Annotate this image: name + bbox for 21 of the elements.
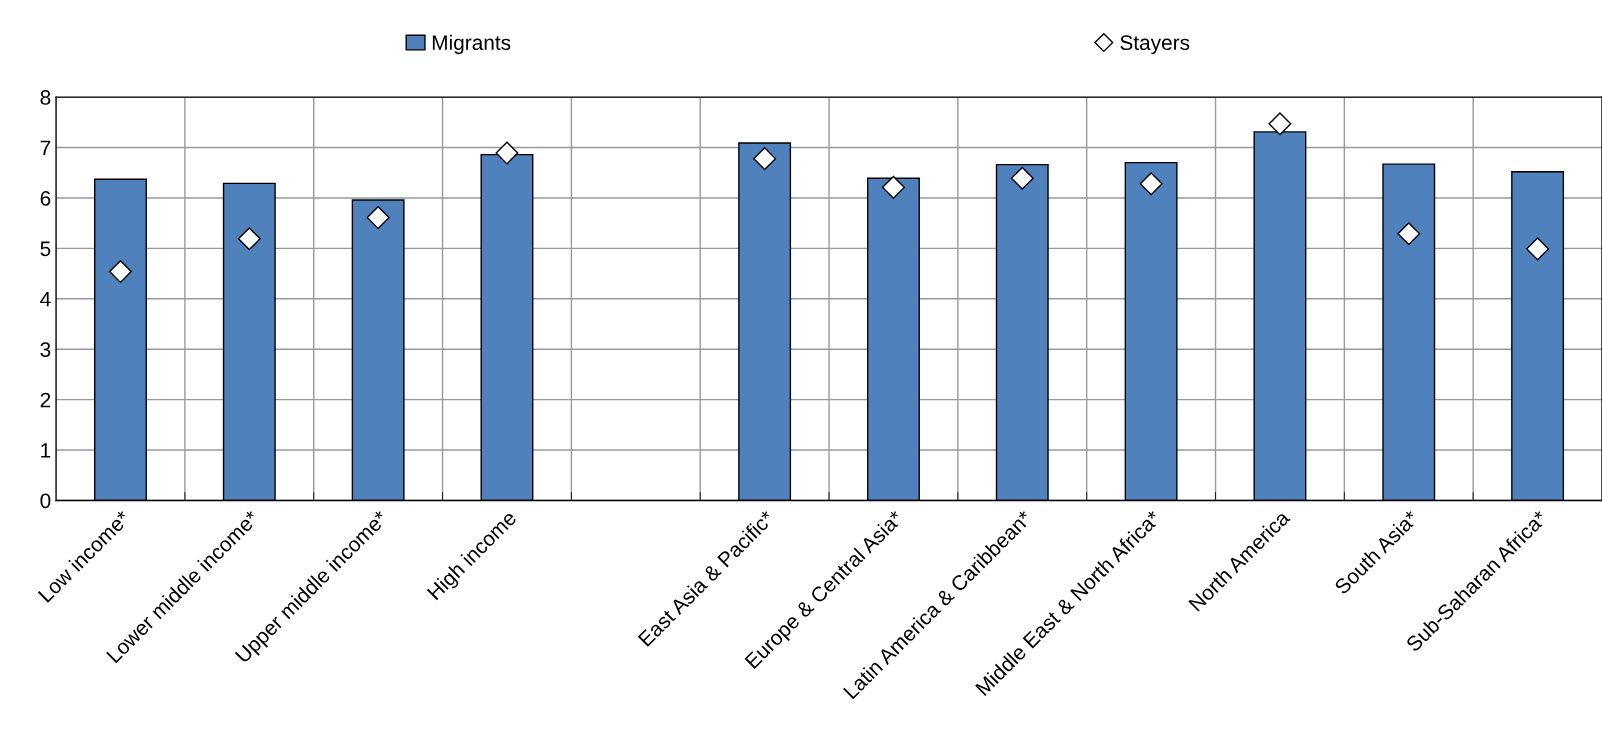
legend-label: Migrants	[432, 34, 511, 55]
y-tick-label: 1	[41, 443, 51, 458]
y-tick-label: 5	[40, 241, 51, 257]
point	[1139, 172, 1163, 196]
point	[753, 147, 777, 171]
y-tick-label: 3	[40, 342, 51, 357]
y-tick-label: 8	[40, 90, 51, 105]
point	[1010, 166, 1034, 190]
point	[1526, 237, 1550, 261]
y-tick-label: 2	[40, 392, 51, 408]
point	[237, 227, 261, 251]
point	[108, 260, 132, 284]
y-tick-label: 6	[40, 190, 51, 206]
y-tick-label: 7	[40, 140, 51, 156]
y-tick-label: 0	[40, 493, 51, 509]
y-tick-label: 4	[40, 292, 51, 307]
legend-label: Stayers	[1120, 35, 1190, 55]
point	[881, 175, 905, 199]
point	[495, 141, 519, 165]
point	[366, 206, 390, 230]
point	[1397, 222, 1421, 246]
